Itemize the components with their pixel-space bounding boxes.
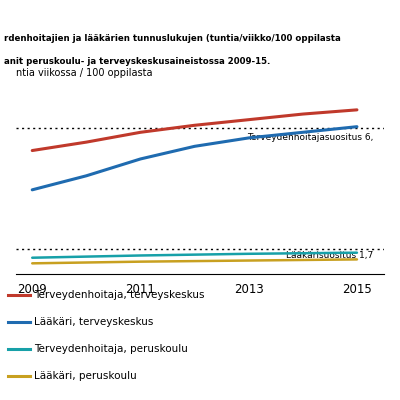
Text: Lääkäri, peruskoulu: Lääkäri, peruskoulu — [34, 372, 137, 382]
Text: Terveydenhoitaja, terveyskeskus: Terveydenhoitaja, terveyskeskus — [34, 290, 204, 300]
Text: 1.: 1. — [5, 6, 18, 18]
Text: Terveydenhoitaja, peruskoulu: Terveydenhoitaja, peruskoulu — [34, 344, 188, 354]
Text: anit peruskoulu- ja terveyskeskusaineistossa 2009-15.: anit peruskoulu- ja terveyskeskusaineist… — [4, 57, 270, 66]
Text: ntia viikossa / 100 oppilasta: ntia viikossa / 100 oppilasta — [16, 68, 152, 78]
Text: Terveydenhoitajasuositus 6,: Terveydenhoitajasuositus 6, — [247, 133, 373, 142]
Text: Lääkäri, terveyskeskus: Lääkäri, terveyskeskus — [34, 317, 153, 327]
Text: rdenhoitajien ja lääkärien tunnuslukujen (tuntia/viikko/100 oppilasta: rdenhoitajien ja lääkärien tunnuslukujen… — [4, 34, 341, 43]
Text: Lääkärisuositus 1,7: Lääkärisuositus 1,7 — [286, 251, 373, 260]
